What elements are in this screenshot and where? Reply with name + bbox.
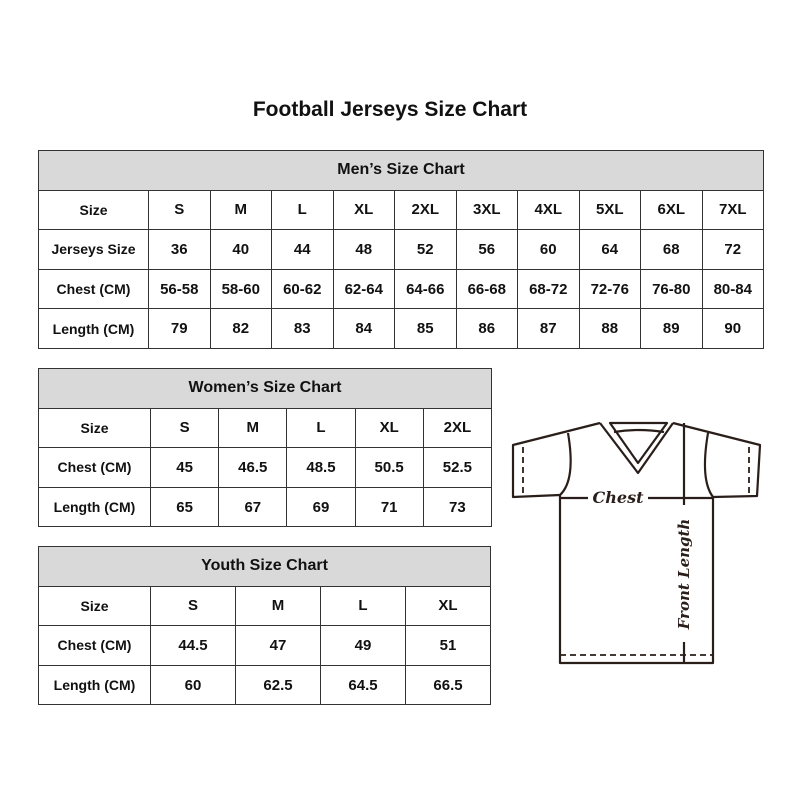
table-cell: S (149, 407, 220, 449)
row-label: Chest (CM) (38, 625, 151, 666)
right-sleeve-seam (703, 432, 714, 498)
table-cell: M (218, 407, 288, 449)
collar-outer (599, 422, 674, 475)
table-cell: L (271, 189, 334, 231)
youth-caption: Youth Size Chart (38, 546, 491, 587)
table-cell: XL (405, 585, 491, 627)
row-label: Size (38, 585, 151, 627)
table-row: Length (CM) 79 82 83 84 85 86 87 88 89 90 (38, 308, 764, 349)
table-cell: 5XL (578, 189, 641, 231)
youth-size-table: Youth Size Chart Size S M L XL Chest (CM) 44.5 4… (38, 546, 491, 706)
table-cell: L (286, 407, 356, 449)
row-label: Size (38, 407, 151, 449)
table-cell: 71 (354, 486, 424, 528)
table-cell: 2XL (422, 407, 493, 449)
table-cell: 69 (286, 486, 356, 528)
table-cell: 86 (455, 308, 518, 349)
collar-back (613, 428, 665, 434)
table-row: Size S M L XL 2XL (38, 407, 493, 449)
table-cell: 80-84 (701, 268, 764, 310)
table-cell: L (320, 585, 406, 627)
table-cell: 90 (701, 308, 764, 349)
front-length-label: Front Length (675, 519, 693, 631)
table-cell: 66-68 (455, 268, 518, 310)
table-cell: 79 (148, 308, 211, 349)
table-cell: 45 (149, 447, 220, 488)
table-cell: 66.5 (405, 664, 491, 706)
table-cell: 44 (271, 229, 334, 270)
table-cell: S (150, 585, 236, 627)
table-cell: 56-58 (148, 268, 211, 310)
row-label: Chest (CM) (38, 447, 151, 488)
table-cell: 88 (578, 308, 641, 349)
table-cell: 6XL (640, 189, 703, 231)
row-label: Length (CM) (38, 308, 149, 349)
table-row: Length (CM) 65 67 69 71 73 (38, 486, 493, 528)
table-row: Size S M L XL (38, 585, 491, 627)
collar-inner (608, 421, 669, 465)
table-cell: 76-80 (640, 268, 703, 310)
table-row: Chest (CM) 45 46.5 48.5 50.5 52.5 (38, 447, 493, 488)
table-cell: 73 (422, 486, 493, 528)
chest-label: Chest (593, 488, 645, 507)
table-cell: 60 (150, 664, 236, 706)
table-cell: 82 (209, 308, 272, 349)
table-cell: 62.5 (235, 664, 321, 706)
table-cell: 44.5 (150, 625, 236, 666)
page-title: Football Jerseys Size Chart (252, 98, 528, 121)
left-sleeve-seam (559, 432, 572, 496)
table-cell: 68 (640, 229, 703, 270)
table-row: Length (CM) 60 62.5 64.5 66.5 (38, 664, 491, 706)
table-cell: 60-62 (271, 268, 334, 310)
table-cell: 51 (405, 625, 491, 666)
table-cell: 87 (517, 308, 580, 349)
table-cell: 47 (235, 625, 321, 666)
table-cell: 84 (332, 308, 395, 349)
table-cell: 36 (148, 229, 211, 270)
table-cell: M (235, 585, 321, 627)
table-row: Chest (CM) 44.5 47 49 51 (38, 625, 491, 666)
table-cell: XL (354, 407, 424, 449)
table-cell: 62-64 (332, 268, 395, 310)
table-cell: 52.5 (422, 447, 493, 488)
table-cell: 49 (320, 625, 406, 666)
table-cell: 60 (517, 229, 580, 270)
table-cell: 68-72 (517, 268, 580, 310)
mens-size-table: Men’s Size Chart Size S M L XL 2XL 3XL 4XL 5XL 6XL… (38, 150, 764, 349)
table-cell: XL (332, 189, 395, 231)
men-caption: Men’s Size Chart (38, 150, 764, 191)
table-cell: 65 (149, 486, 220, 528)
womens-size-table: Women’s Size Chart Size S M L XL 2XL Chest (CM)… (38, 368, 493, 528)
table-cell: 7XL (701, 189, 764, 231)
table-cell: 48 (332, 229, 395, 270)
table-row: Size S M L XL 2XL 3XL 4XL 5XL 6XL 7XL (38, 189, 764, 231)
table-cell: 64.5 (320, 664, 406, 706)
table-cell: 40 (209, 229, 272, 270)
jersey-outline (511, 421, 762, 665)
table-row: Jerseys Size 36 40 44 48 52 56 60 64 68 72 (38, 229, 764, 270)
table-cell: 85 (394, 308, 457, 349)
table-cell: 48.5 (286, 447, 356, 488)
table-cell: 50.5 (354, 447, 424, 488)
table-cell: 67 (218, 486, 288, 528)
row-label: Jerseys Size (38, 229, 149, 270)
table-cell: 72-76 (578, 268, 641, 310)
women-caption: Women’s Size Chart (38, 368, 492, 409)
row-label: Size (38, 189, 149, 231)
row-label: Length (CM) (38, 486, 151, 528)
